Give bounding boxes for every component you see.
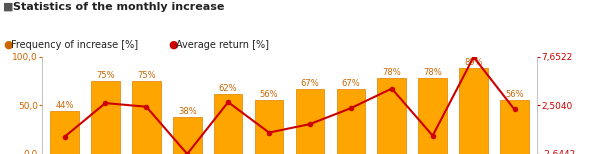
Bar xyxy=(418,78,447,154)
Text: 62%: 62% xyxy=(219,84,238,93)
Bar xyxy=(91,81,120,154)
Text: 56%: 56% xyxy=(505,90,524,99)
Bar xyxy=(173,117,202,154)
Text: 67%: 67% xyxy=(341,79,360,88)
Text: 78%: 78% xyxy=(424,68,442,77)
Text: 44%: 44% xyxy=(55,101,74,110)
Bar xyxy=(132,81,161,154)
Text: ●: ● xyxy=(168,40,178,50)
Bar xyxy=(296,89,324,154)
Text: 56%: 56% xyxy=(260,90,278,99)
Text: 78%: 78% xyxy=(382,68,401,77)
Bar xyxy=(377,78,406,154)
Text: Statistics of the monthly increase: Statistics of the monthly increase xyxy=(13,2,224,12)
Bar xyxy=(255,100,283,154)
Text: 75%: 75% xyxy=(96,71,115,80)
Text: 67%: 67% xyxy=(301,79,319,88)
Bar xyxy=(50,111,79,154)
Bar xyxy=(500,100,529,154)
Text: Average return [%]: Average return [%] xyxy=(176,40,269,50)
Text: 89%: 89% xyxy=(464,58,483,67)
Text: 38%: 38% xyxy=(178,107,197,116)
Text: ●: ● xyxy=(3,40,13,50)
Bar xyxy=(214,94,242,154)
Text: 75%: 75% xyxy=(137,71,155,80)
Bar xyxy=(459,68,488,154)
Text: ■: ■ xyxy=(3,2,14,12)
Bar xyxy=(337,89,365,154)
Text: Frequency of increase [%]: Frequency of increase [%] xyxy=(11,40,138,50)
